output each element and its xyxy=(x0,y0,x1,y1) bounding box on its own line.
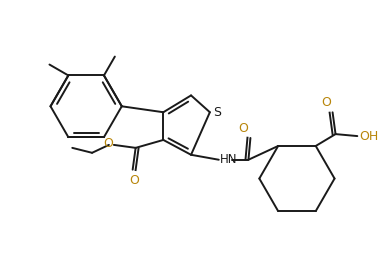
Text: S: S xyxy=(213,106,221,119)
Text: O: O xyxy=(103,137,113,150)
Text: O: O xyxy=(322,96,332,109)
Text: OH: OH xyxy=(359,130,379,143)
Text: O: O xyxy=(130,174,140,187)
Text: HN: HN xyxy=(220,153,237,166)
Text: O: O xyxy=(239,122,249,135)
